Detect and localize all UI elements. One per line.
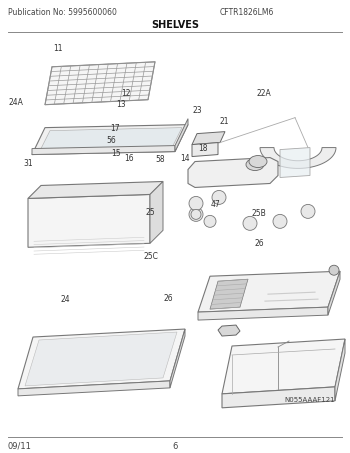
Polygon shape [192, 143, 218, 157]
Polygon shape [218, 325, 240, 336]
Text: 56: 56 [106, 135, 116, 145]
Text: 31: 31 [24, 159, 34, 168]
Text: 14: 14 [181, 154, 190, 163]
Polygon shape [40, 128, 182, 150]
Polygon shape [18, 381, 170, 396]
Polygon shape [32, 145, 175, 154]
Circle shape [191, 209, 201, 219]
Text: 24A: 24A [8, 98, 23, 107]
Text: 17: 17 [111, 124, 120, 133]
Circle shape [189, 197, 203, 210]
Circle shape [243, 217, 257, 230]
Text: 11: 11 [53, 44, 63, 53]
Polygon shape [25, 332, 177, 386]
Text: Publication No: 5995600060: Publication No: 5995600060 [8, 8, 117, 17]
Text: 6: 6 [172, 442, 178, 451]
Circle shape [212, 190, 226, 204]
Text: N055AAAF121: N055AAAF121 [284, 397, 335, 403]
Text: 15: 15 [111, 149, 121, 158]
Polygon shape [45, 62, 155, 105]
Circle shape [204, 215, 216, 227]
Polygon shape [210, 279, 248, 309]
Text: 13: 13 [116, 100, 126, 109]
Ellipse shape [249, 155, 267, 168]
Polygon shape [222, 339, 345, 394]
Text: 58: 58 [155, 155, 165, 164]
Circle shape [189, 207, 203, 222]
Circle shape [273, 214, 287, 228]
Polygon shape [328, 271, 340, 315]
Text: 24: 24 [61, 294, 71, 304]
Text: 26: 26 [163, 294, 173, 303]
Polygon shape [28, 182, 163, 198]
Text: SHELVES: SHELVES [151, 20, 199, 30]
Polygon shape [222, 387, 335, 408]
Polygon shape [150, 182, 163, 243]
Text: CFTR1826LM6: CFTR1826LM6 [220, 8, 274, 17]
Polygon shape [188, 158, 278, 188]
Polygon shape [335, 339, 345, 401]
Text: 22A: 22A [257, 89, 272, 98]
Polygon shape [198, 307, 328, 320]
Text: 12: 12 [121, 89, 131, 98]
Polygon shape [18, 329, 185, 389]
Polygon shape [260, 148, 336, 169]
Polygon shape [198, 271, 340, 312]
Polygon shape [32, 125, 188, 154]
Polygon shape [170, 329, 185, 388]
Text: 23: 23 [193, 106, 203, 115]
Text: 25C: 25C [144, 252, 159, 261]
Text: 25: 25 [146, 208, 155, 217]
Circle shape [301, 204, 315, 218]
Polygon shape [28, 194, 150, 247]
Text: 09/11: 09/11 [8, 442, 32, 451]
Text: 16: 16 [124, 154, 134, 164]
Text: 26: 26 [254, 239, 264, 247]
Polygon shape [175, 119, 188, 152]
Text: 47: 47 [211, 200, 221, 209]
Text: 25B: 25B [252, 209, 266, 218]
Circle shape [329, 265, 339, 275]
Polygon shape [280, 148, 310, 178]
Ellipse shape [246, 159, 264, 170]
Text: 21: 21 [219, 117, 229, 126]
Polygon shape [192, 132, 225, 145]
Text: 18: 18 [198, 144, 208, 153]
